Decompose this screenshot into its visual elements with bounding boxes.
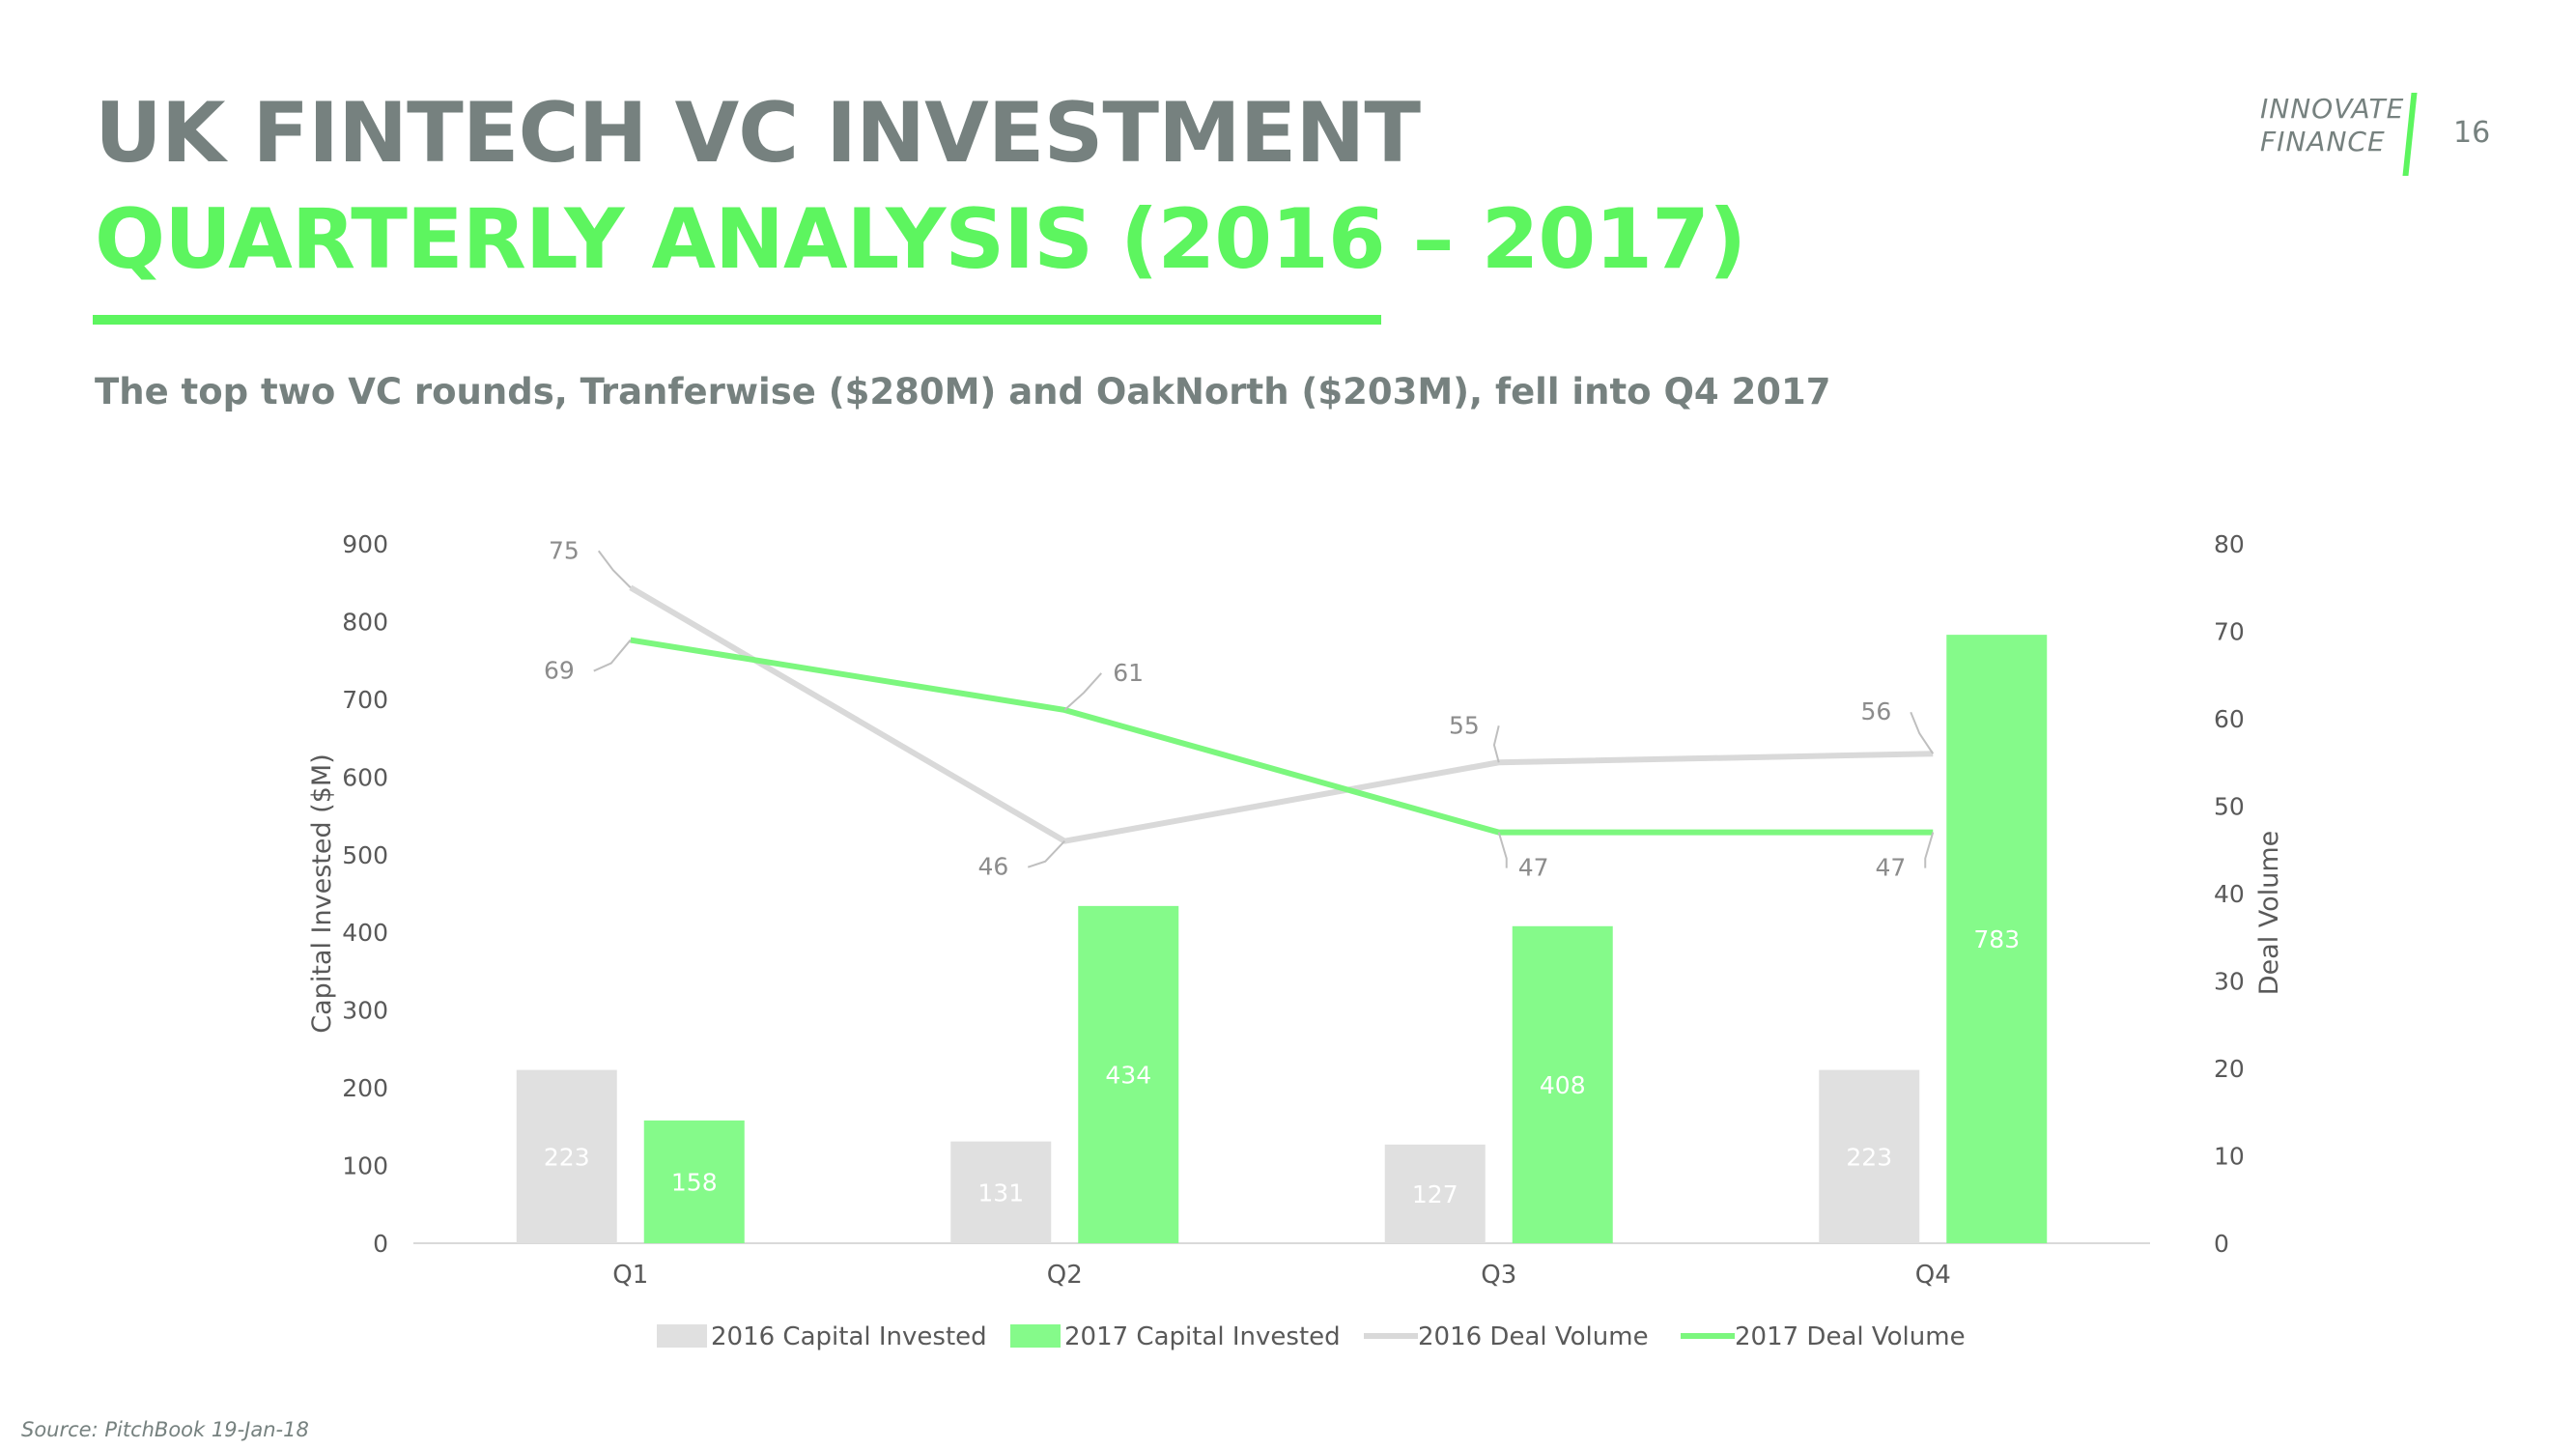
y2-tick-label: 0 — [2214, 1230, 2229, 1258]
y2-tick-label: 50 — [2214, 793, 2245, 821]
bar-value-label: 223 — [544, 1143, 590, 1171]
page-title: UK FINTECH VC INVESTMENT — [95, 85, 1421, 182]
bar-value-label: 127 — [1412, 1180, 1458, 1208]
y-tick-label: 100 — [342, 1152, 388, 1180]
bar-2017 — [1946, 635, 2048, 1243]
bar-2017 — [1512, 925, 1613, 1243]
legend: 2016 Capital Invested 2017 Capital Invest… — [657, 1322, 1966, 1351]
y2-tick-label: 80 — [2214, 530, 2245, 558]
bar-2017 — [1078, 905, 1179, 1243]
x-tick-label: Q3 — [1481, 1261, 1516, 1290]
leader-line — [1492, 725, 1500, 763]
deal-volume-label-2016: 56 — [1860, 697, 1891, 725]
page-number: 16 — [2453, 116, 2491, 150]
legend-label: 2016 Deal Volume — [1418, 1322, 1649, 1351]
deal-volume-label-2016: 75 — [549, 536, 580, 564]
bar-value-label: 434 — [1105, 1061, 1151, 1089]
title-underline — [93, 315, 1381, 325]
x-tick-label: Q2 — [1047, 1261, 1083, 1290]
y-tick-label: 0 — [373, 1230, 388, 1258]
bar-value-label: 223 — [1846, 1143, 1892, 1171]
y-tick-label: 800 — [342, 608, 388, 636]
headline: The top two VC rounds, Tranferwise ($280… — [95, 371, 1831, 412]
y-tick-label: 600 — [342, 763, 388, 791]
y-axis-title: Capital Invested ($M) — [307, 753, 337, 1033]
source-note: Source: PitchBook 19-Jan-18 — [21, 1418, 309, 1441]
leader-line — [593, 639, 632, 672]
leader-line — [1497, 832, 1508, 868]
deal-volume-label-2016: 55 — [1449, 711, 1480, 739]
deal-volume-lines — [629, 584, 1934, 844]
legend-label: 2017 Deal Volume — [1735, 1322, 1966, 1351]
axes: 0 100 200 300 400 500 600 700 800 900 0 10 20 30 40 50 6… — [307, 530, 2284, 1290]
logo-text-line2: FINANCE — [2260, 126, 2386, 157]
deal-volume-label-2017: 47 — [1875, 854, 1906, 882]
bars — [516, 635, 2048, 1243]
deal-volume-label-2017: 47 — [1518, 854, 1549, 882]
y-tick-label: 200 — [342, 1074, 388, 1102]
y2-tick-label: 40 — [2214, 880, 2245, 908]
leader-line — [1924, 832, 1935, 868]
leader-line — [1027, 840, 1065, 868]
x-tick-label: Q4 — [1915, 1261, 1951, 1290]
bar-2017 — [643, 1120, 745, 1243]
legend-label: 2017 Capital Invested — [1064, 1322, 1341, 1351]
x-tick-label: Q1 — [612, 1261, 648, 1290]
y2-axis-title: Deal Volume — [2254, 831, 2284, 995]
y2-tick-label: 20 — [2214, 1055, 2245, 1083]
logo-text-line1: INNOVATE — [2260, 93, 2405, 125]
bar-2016 — [1384, 1144, 1486, 1243]
y-tick-label: 700 — [342, 686, 388, 714]
bar-2016 — [516, 1069, 617, 1243]
bar-value-label: 408 — [1540, 1071, 1586, 1099]
deal-volume-label-2017: 69 — [544, 657, 575, 685]
bar-value-label: 131 — [977, 1179, 1024, 1207]
leader-line — [597, 550, 632, 588]
legend-label: 2016 Capital Invested — [711, 1322, 987, 1351]
leader-line — [1063, 672, 1102, 711]
y2-tick-label: 60 — [2214, 705, 2245, 733]
deal-volume-label-2017: 61 — [1113, 659, 1144, 687]
y-tick-label: 500 — [342, 841, 388, 869]
leader-line — [1910, 711, 1935, 754]
deal-volume-label-2016: 46 — [977, 853, 1008, 881]
y2-tick-label: 70 — [2214, 618, 2245, 646]
y-tick-label: 300 — [342, 997, 388, 1025]
legend-swatch — [657, 1324, 707, 1348]
innovate-finance-logo: INNOVATE FINANCE — [2260, 93, 2418, 185]
y-tick-label: 400 — [342, 919, 388, 947]
bar-value-label: 783 — [1973, 925, 2020, 953]
bar-2016 — [950, 1141, 1052, 1243]
data-labels: 223 158 131 434 127 408 223 783 75 46 55 56 69 61 47 47 — [544, 536, 2020, 1208]
page-subtitle: QUARTERLY ANALYSIS (2016 – 2017) — [95, 191, 1746, 288]
y-tick-label: 900 — [342, 530, 388, 558]
line-2016-deal-volume — [629, 584, 1934, 844]
bar-2016 — [1819, 1069, 1920, 1243]
y2-tick-label: 10 — [2214, 1143, 2245, 1171]
legend-swatch — [1010, 1324, 1061, 1348]
y2-tick-label: 30 — [2214, 968, 2245, 996]
line-2017-deal-volume — [630, 637, 1934, 836]
bar-value-label: 158 — [671, 1168, 718, 1196]
